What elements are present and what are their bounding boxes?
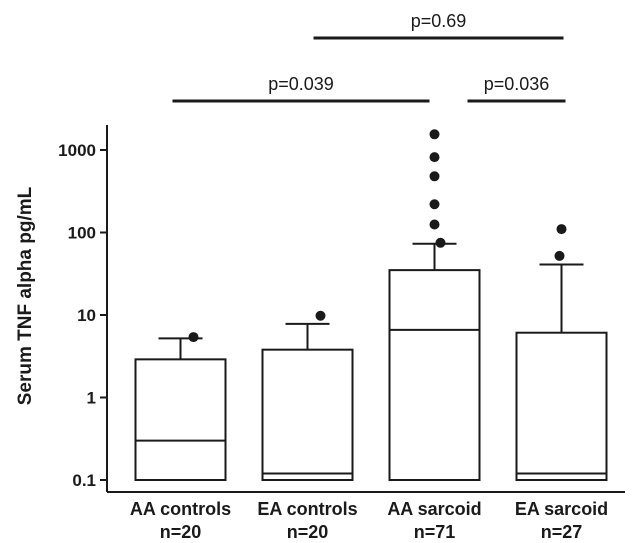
y-tick-label: 1000	[58, 141, 96, 160]
box-group	[515, 224, 608, 482]
outlier-point	[554, 250, 565, 261]
y-tick-label: 10	[77, 306, 96, 325]
boxes	[134, 129, 608, 482]
outlier-point	[429, 152, 440, 163]
outlier-point	[435, 237, 446, 248]
category-n-label: n=27	[541, 522, 583, 542]
outlier-point	[556, 224, 567, 235]
p-value-label: p=0.036	[484, 74, 550, 94]
outlier-point	[429, 219, 440, 230]
outlier-point	[429, 199, 440, 210]
category-label: EA controls	[257, 499, 357, 519]
y-axis-label: Serum TNF alpha pg/mL	[15, 186, 36, 405]
category-labels: AA controls n=20 EA controls n=20 AA sarcoid…	[130, 499, 608, 542]
category-label: EA sarcoid	[515, 499, 608, 519]
category-label: AA controls	[130, 499, 231, 519]
box	[134, 358, 227, 482]
y-tick-label: 100	[68, 224, 96, 243]
box	[515, 331, 608, 482]
box-group	[388, 129, 481, 481]
box	[261, 348, 354, 481]
outlier-point	[188, 332, 199, 343]
category-label: AA sarcoid	[387, 499, 481, 519]
y-tick-label: 1	[87, 389, 96, 408]
outlier-point	[315, 310, 326, 321]
category-n-label: n=20	[160, 522, 202, 542]
p-value-label: p=0.69	[411, 11, 467, 31]
outlier-point	[429, 129, 440, 140]
category-n-label: n=20	[287, 522, 329, 542]
outlier-point	[429, 171, 440, 182]
y-tick-label: 0.1	[72, 471, 96, 490]
comparison-brackets: p=0.039 p=0.036 p=0.69	[172, 11, 566, 103]
category-n-label: n=71	[414, 522, 456, 542]
box-group	[261, 310, 354, 481]
axes	[106, 125, 625, 493]
y-ticks: 1000 100 10 1 0.1	[58, 141, 107, 490]
box	[388, 269, 481, 481]
p-value-label: p=0.039	[268, 74, 334, 94]
box-group	[134, 332, 227, 482]
